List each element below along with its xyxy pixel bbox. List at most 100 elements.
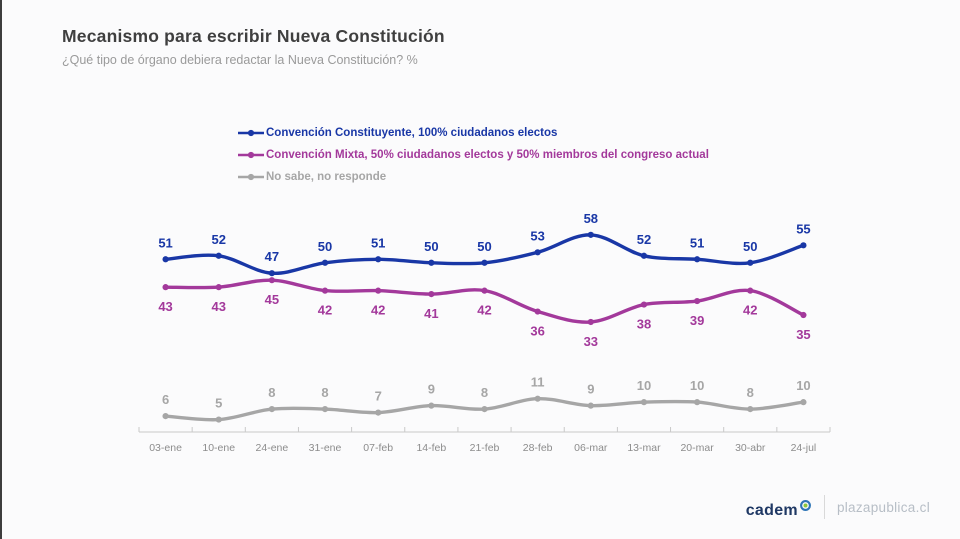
value-label: 38 bbox=[637, 317, 651, 332]
data-point bbox=[800, 399, 807, 406]
data-point bbox=[375, 409, 382, 416]
data-point bbox=[640, 399, 648, 406]
data-point bbox=[375, 287, 382, 294]
data-point bbox=[428, 291, 435, 298]
data-point bbox=[481, 259, 488, 266]
value-label: 58 bbox=[584, 211, 598, 226]
value-label: 42 bbox=[477, 303, 491, 318]
data-point bbox=[321, 406, 329, 413]
data-point bbox=[694, 399, 701, 406]
value-label: 33 bbox=[584, 334, 598, 349]
data-point bbox=[800, 311, 807, 319]
data-point bbox=[215, 416, 222, 423]
chart-legend: Convención Constituyente, 100% ciudadano… bbox=[238, 122, 709, 188]
value-label: 50 bbox=[424, 239, 438, 254]
series-2: 6 5 8 8 7 9 8 11 9 10 10 8 10 bbox=[162, 375, 811, 423]
data-point bbox=[268, 406, 275, 413]
value-label: 5 bbox=[215, 396, 222, 411]
data-point bbox=[640, 301, 648, 308]
legend-line-dot-icon bbox=[238, 129, 264, 137]
data-point bbox=[481, 287, 488, 294]
cadem-logo: cadem bbox=[746, 499, 812, 519]
data-point bbox=[587, 402, 594, 409]
value-label: 41 bbox=[424, 306, 438, 321]
x-tick-label: 03-ene bbox=[149, 442, 182, 454]
value-label: 45 bbox=[265, 292, 279, 307]
data-point bbox=[534, 249, 541, 256]
value-label: 8 bbox=[268, 385, 275, 400]
data-point bbox=[534, 308, 541, 315]
value-label: 50 bbox=[477, 239, 491, 254]
series-0: 51 52 47 50 51 50 50 53 58 52 51 50 55 bbox=[158, 211, 811, 277]
data-point bbox=[162, 256, 169, 263]
legend-item-convencion-constituyente: Convención Constituyente, 100% ciudadano… bbox=[238, 122, 709, 144]
value-label: 51 bbox=[690, 235, 704, 250]
value-label: 8 bbox=[481, 385, 488, 400]
value-label: 55 bbox=[796, 221, 810, 236]
page-subtitle: ¿Qué tipo de órgano debiera redactar la … bbox=[62, 53, 418, 67]
data-point bbox=[375, 256, 382, 263]
legend-item-convencion-mixta: Convención Mixta, 50% ciudadanos electos… bbox=[238, 144, 709, 166]
slide-footer: cadem plazapublica.cl bbox=[746, 495, 930, 519]
source-link[interactable]: plazapublica.cl bbox=[836, 499, 930, 515]
data-point bbox=[587, 231, 594, 238]
slide-header: Mecanismo para escribir Nueva Constituci… bbox=[62, 26, 902, 67]
data-point bbox=[162, 284, 169, 291]
value-label: 50 bbox=[743, 239, 757, 254]
value-label: 50 bbox=[318, 239, 332, 254]
x-tick-label: 14-feb bbox=[416, 442, 446, 454]
data-point bbox=[215, 252, 222, 259]
value-label: 10 bbox=[690, 378, 704, 393]
value-label: 11 bbox=[531, 375, 545, 390]
value-label: 42 bbox=[371, 303, 385, 318]
cadem-logo-text: cadem bbox=[745, 502, 798, 519]
value-label: 42 bbox=[743, 303, 757, 318]
value-label: 51 bbox=[158, 235, 172, 250]
x-tick-label: 24-ene bbox=[256, 442, 289, 454]
legend-line-dot-icon bbox=[238, 151, 264, 159]
data-point bbox=[428, 402, 435, 409]
data-point bbox=[321, 259, 329, 266]
value-label: 8 bbox=[321, 385, 328, 400]
value-label: 53 bbox=[530, 228, 544, 243]
value-label: 43 bbox=[211, 299, 225, 314]
x-tick-label: 31-ene bbox=[309, 442, 342, 454]
data-point bbox=[747, 406, 754, 413]
data-point bbox=[800, 242, 807, 249]
value-label: 9 bbox=[587, 382, 594, 397]
data-point bbox=[321, 287, 329, 294]
x-axis: 03-ene 10-ene 24-ene 31-ene 07-feb 14-feb 21-f… bbox=[138, 427, 831, 454]
data-point bbox=[640, 252, 648, 259]
x-tick-label: 20-mar bbox=[680, 442, 714, 454]
value-label: 8 bbox=[747, 385, 754, 400]
footer-divider bbox=[823, 495, 825, 519]
data-point bbox=[162, 412, 169, 420]
value-label: 9 bbox=[428, 382, 435, 397]
data-point bbox=[694, 256, 701, 263]
value-label: 35 bbox=[796, 327, 810, 342]
data-point bbox=[428, 259, 435, 266]
value-label: 6 bbox=[162, 392, 169, 407]
value-label: 42 bbox=[318, 303, 332, 318]
value-label: 36 bbox=[530, 324, 544, 339]
value-label: 7 bbox=[375, 389, 382, 404]
data-point bbox=[747, 259, 754, 266]
value-label: 39 bbox=[690, 313, 704, 328]
x-tick-label: 30-abr bbox=[735, 442, 766, 454]
series-1: 43 43 45 42 42 41 42 36 33 38 39 42 35 bbox=[158, 277, 811, 349]
cadem-target-icon bbox=[799, 500, 811, 511]
value-label: 47 bbox=[265, 249, 279, 264]
data-point bbox=[268, 277, 275, 284]
data-point bbox=[534, 395, 541, 402]
page-title: Mecanismo para escribir Nueva Constituci… bbox=[62, 26, 445, 46]
x-tick-label: 07-feb bbox=[363, 442, 393, 454]
data-point bbox=[481, 406, 488, 413]
x-tick-label: 28-feb bbox=[523, 442, 553, 454]
value-label: 51 bbox=[371, 235, 385, 250]
legend-line-dot-icon bbox=[238, 173, 264, 181]
legend-label: Convención Mixta, 50% ciudadanos electos… bbox=[266, 149, 709, 161]
data-point bbox=[587, 318, 594, 326]
x-tick-label: 10-ene bbox=[202, 442, 235, 454]
x-tick-label: 24-jul bbox=[791, 442, 817, 454]
